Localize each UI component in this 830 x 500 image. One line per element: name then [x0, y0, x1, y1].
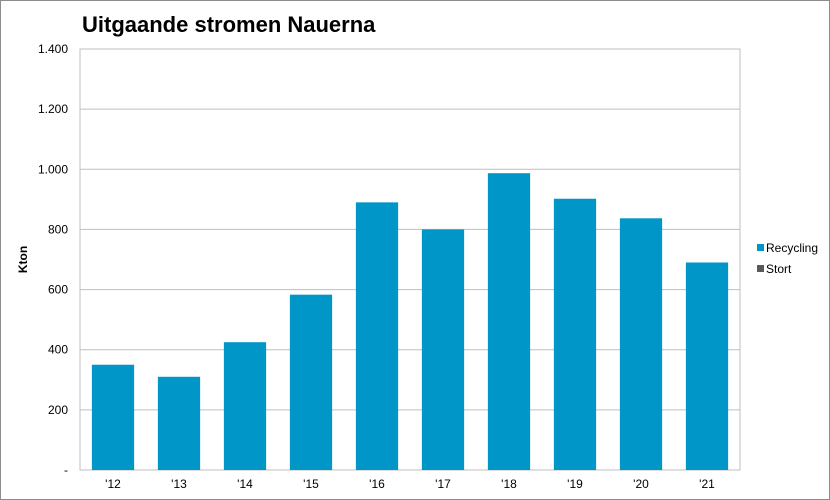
legend-swatch: [757, 265, 764, 272]
x-tick-label: '18: [501, 477, 517, 491]
x-tick-label: '14: [237, 477, 253, 491]
y-tick-label: 1.400: [38, 42, 68, 56]
y-tick-label: 200: [48, 403, 68, 417]
x-tick-label: '12: [105, 477, 121, 491]
y-tick-label: 1.200: [38, 102, 68, 116]
x-tick-label: '19: [567, 477, 583, 491]
bar-recycling: [619, 218, 663, 470]
bar-recycling: [685, 262, 729, 470]
legend-label: Stort: [766, 262, 792, 276]
x-tick-label: '20: [633, 477, 649, 491]
y-tick-label: -: [64, 463, 68, 477]
bar-recycling: [157, 376, 201, 470]
bar-recycling: [553, 198, 597, 470]
bar-recycling: [421, 229, 465, 470]
bar-recycling: [223, 342, 267, 470]
x-tick-label: '15: [303, 477, 319, 491]
bar-recycling: [487, 173, 531, 470]
legend-swatch: [757, 244, 764, 251]
bar-recycling: [355, 202, 399, 470]
plot-area: [79, 48, 741, 471]
x-tick-label: '13: [171, 477, 187, 491]
y-axis-title: Kton: [16, 246, 30, 273]
legend-label: Recycling: [766, 241, 818, 255]
bar-recycling: [91, 364, 135, 470]
y-tick-label: 400: [48, 343, 68, 357]
chart-title: Uitgaande stromen Nauerna: [82, 12, 376, 37]
x-tick-label: '16: [369, 477, 385, 491]
y-tick-label: 600: [48, 283, 68, 297]
x-tick-label: '17: [435, 477, 451, 491]
x-tick-label: '21: [699, 477, 715, 491]
bar-recycling: [289, 294, 333, 470]
y-tick-label: 800: [48, 222, 68, 236]
y-tick-label: 1.000: [38, 162, 68, 176]
